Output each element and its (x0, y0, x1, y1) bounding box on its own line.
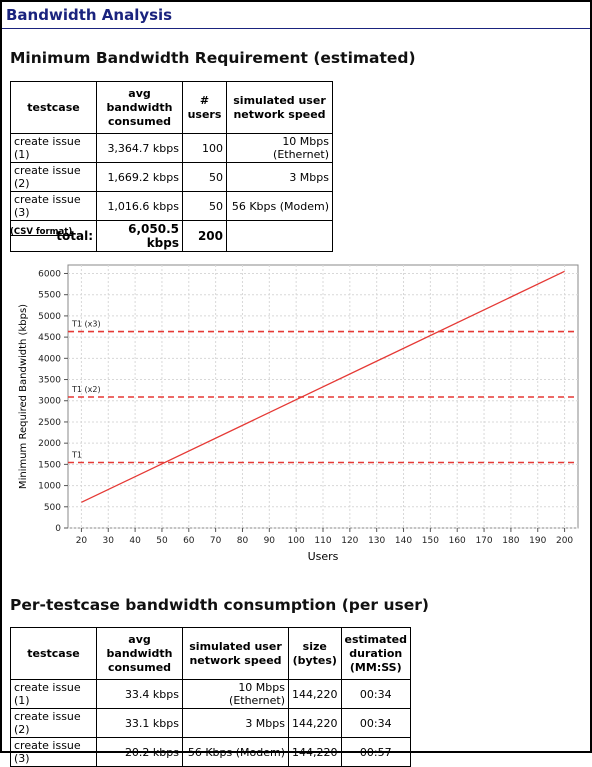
y-tick-label: 2500 (38, 418, 61, 428)
cell-speed: 56 Kbps (Modem) (182, 737, 289, 767)
col-header-speed: simulated user network speed (226, 81, 333, 134)
cell-testcase: create issue (2) (10, 708, 97, 738)
x-tick-label: 50 (156, 536, 168, 546)
col-header-users: # users (182, 81, 227, 134)
table-header-row: testcase avg bandwidth consumed simulate… (10, 627, 412, 680)
col-header-size: size (bytes) (288, 627, 342, 680)
min-bandwidth-heading: Minimum Bandwidth Requirement (estimated… (10, 49, 416, 67)
col-header-bandwidth: avg bandwidth consumed (96, 627, 183, 680)
min-bandwidth-table: testcase avg bandwidth consumed # users … (10, 81, 333, 252)
cell-duration: 00:34 (340, 679, 412, 709)
cell-duration: 00:34 (340, 708, 412, 738)
reference-line-label: T1 (71, 451, 82, 460)
x-tick-label: 200 (556, 536, 573, 546)
x-tick-label: 130 (368, 536, 385, 546)
cell-speed: 3 Mbps (182, 708, 289, 738)
cell-bandwidth: 1,016.6 kbps (96, 191, 183, 221)
cell-speed: 10 Mbps (Ethernet) (182, 679, 289, 709)
y-tick-label: 500 (44, 503, 61, 513)
cell-users: 50 (182, 162, 227, 192)
x-tick-label: 170 (475, 536, 492, 546)
reference-line-label: T1 (x2) (71, 385, 101, 394)
table-row: create issue (1) 33.4 kbps 10 Mbps (Ethe… (10, 679, 412, 709)
x-tick-label: 120 (341, 536, 358, 546)
x-tick-label: 30 (103, 536, 115, 546)
col-header-testcase: testcase (10, 627, 97, 680)
x-tick-label: 70 (210, 536, 222, 546)
cell-testcase: create issue (2) (10, 162, 97, 192)
x-tick-label: 180 (502, 536, 519, 546)
total-bandwidth: 6,050.5 kbps (96, 220, 183, 252)
cell-bandwidth: 1,669.2 kbps (96, 162, 183, 192)
series-line (81, 270, 565, 503)
y-tick-label: 2000 (38, 439, 61, 449)
table-total-row: total: 6,050.5 kbps 200 (10, 220, 333, 252)
per-testcase-heading: Per-testcase bandwidth consumption (per … (10, 596, 429, 614)
cell-testcase: create issue (1) (10, 133, 97, 163)
cell-size: 144,220 (288, 737, 342, 767)
total-label: total: (10, 220, 97, 252)
y-tick-label: 3500 (38, 376, 61, 386)
y-tick-label: 1500 (38, 460, 61, 470)
cell-speed: 10 Mbps (Ethernet) (226, 133, 333, 163)
y-tick-label: 5500 (38, 291, 61, 301)
x-tick-label: 100 (288, 536, 305, 546)
y-tick-label: 5000 (38, 312, 61, 322)
chart-axes: 20 30 40 50 60 70 80 90 100 110 120 130 140 150 160 170… (38, 269, 573, 546)
cell-testcase: create issue (3) (10, 191, 97, 221)
x-tick-label: 20 (76, 536, 88, 546)
y-tick-label: 4500 (38, 333, 61, 343)
y-tick-label: 1000 (38, 482, 61, 492)
x-tick-label: 80 (237, 536, 249, 546)
bandwidth-chart: T1 T1 (x2) T1 (x3) 20 30 40 50 60 70 80 90 100 110 1… (10, 250, 586, 590)
reference-line-label: T1 (x3) (71, 320, 101, 329)
total-users: 200 (182, 220, 227, 252)
y-tick-label: 4000 (38, 354, 61, 364)
table-row: create issue (3) 1,016.6 kbps 50 56 Kbps… (10, 191, 333, 221)
cell-bandwidth: 33.4 kbps (96, 679, 183, 709)
col-header-speed: simulated user network speed (182, 627, 289, 680)
x-tick-label: 150 (422, 536, 439, 546)
bandwidth-chart-svg: T1 T1 (x2) T1 (x3) 20 30 40 50 60 70 80 90 100 110 1… (18, 264, 579, 563)
x-axis-label: Users (308, 550, 339, 563)
cell-speed: 56 Kbps (Modem) (226, 191, 333, 221)
x-tick-label: 110 (314, 536, 331, 546)
x-tick-label: 160 (449, 536, 466, 546)
table-row: create issue (1) 3,364.7 kbps 100 10 Mbp… (10, 133, 333, 163)
cell-users: 100 (182, 133, 227, 163)
table-header-row: testcase avg bandwidth consumed # users … (10, 81, 333, 134)
chart-series (81, 270, 565, 503)
table-row: create issue (3) 20.2 kbps 56 Kbps (Mode… (10, 737, 412, 767)
cell-testcase: create issue (3) (10, 737, 97, 767)
cell-bandwidth: 33.1 kbps (96, 708, 183, 738)
x-tick-label: 190 (529, 536, 546, 546)
y-tick-label: 3000 (38, 397, 61, 407)
x-tick-label: 40 (129, 536, 141, 546)
csv-format-link[interactable]: (CSV format) (10, 227, 73, 237)
cell-speed: 3 Mbps (226, 162, 333, 192)
x-tick-label: 140 (395, 536, 412, 546)
cell-testcase: create issue (1) (10, 679, 97, 709)
chart-reference-lines: T1 T1 (x2) T1 (x3) (68, 320, 578, 464)
per-testcase-table: testcase avg bandwidth consumed simulate… (10, 627, 412, 767)
col-header-duration: estimated duration (MM:SS) (340, 627, 412, 680)
title-divider (2, 28, 590, 29)
y-tick-label: 0 (55, 524, 61, 534)
table-row: create issue (2) 1,669.2 kbps 50 3 Mbps (10, 162, 333, 192)
cell-bandwidth: 3,364.7 kbps (96, 133, 183, 163)
x-tick-label: 90 (264, 536, 276, 546)
col-header-bandwidth: avg bandwidth consumed (96, 81, 183, 134)
total-empty-cell (226, 220, 333, 252)
page-title: Bandwidth Analysis (6, 6, 173, 24)
cell-size: 144,220 (288, 679, 342, 709)
x-tick-label: 60 (183, 536, 195, 546)
cell-users: 50 (182, 191, 227, 221)
cell-duration: 00:57 (340, 737, 412, 767)
y-axis-label: Minimum Required Bandwidth (kbps) (18, 304, 29, 489)
cell-bandwidth: 20.2 kbps (96, 737, 183, 767)
y-tick-label: 6000 (38, 269, 61, 279)
col-header-testcase: testcase (10, 81, 97, 134)
cell-size: 144,220 (288, 708, 342, 738)
table-row: create issue (2) 33.1 kbps 3 Mbps 144,22… (10, 708, 412, 738)
